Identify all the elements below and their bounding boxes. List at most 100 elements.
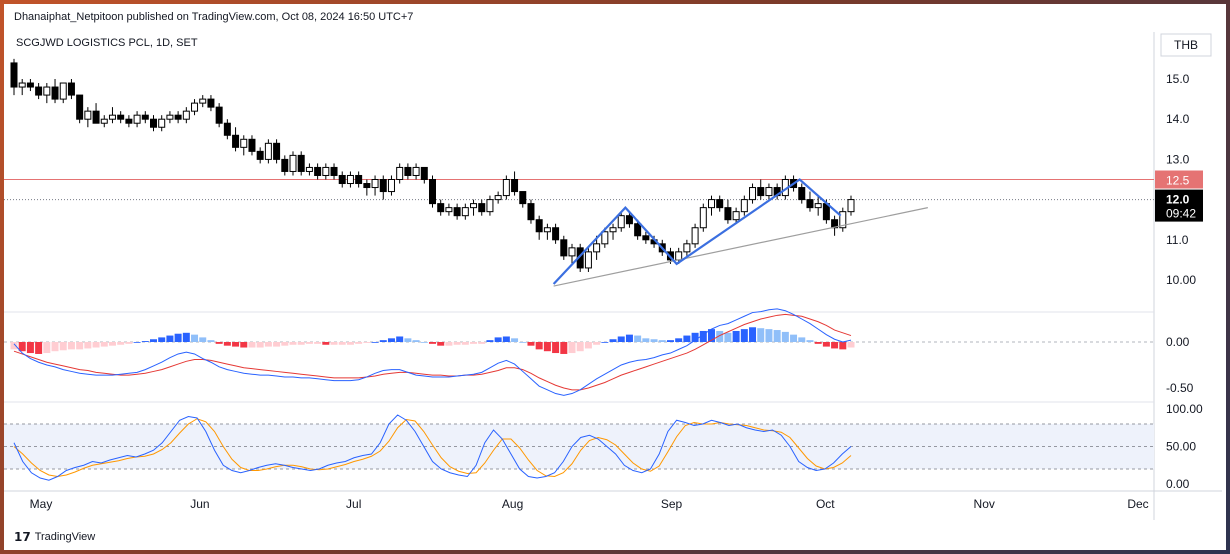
macd-histogram-bar [773, 330, 781, 342]
candle-body [133, 114, 141, 124]
macd-histogram-bar [740, 329, 748, 342]
candle-body [207, 98, 215, 108]
candle-body [125, 118, 133, 124]
macd-histogram-bar [67, 342, 75, 350]
macd-histogram-bar [839, 342, 847, 350]
macd-histogram-bar [223, 342, 231, 346]
macd-histogram-bar [363, 342, 371, 343]
macd-histogram-bar [35, 342, 43, 354]
macd-histogram-bar [634, 335, 642, 342]
time-tick-label: Sep [661, 497, 683, 511]
macd-histogram-bar [108, 342, 116, 346]
macd-histogram-bar [708, 329, 715, 342]
candle-body [527, 203, 535, 221]
macd-histogram-bar [43, 342, 51, 354]
candle-body [67, 82, 75, 96]
chart-canvas[interactable]: THB 15.0 14.0 13.0 11.0 10.00 12.5 12.009:42 0.0… [4, 4, 1226, 550]
macd-histogram-bar [387, 338, 395, 342]
candle-body [404, 166, 412, 176]
time-tick-label: May [30, 497, 53, 511]
pattern-zigzag [552, 178, 842, 285]
macd-histogram-bar [76, 342, 84, 350]
price-tick-label: 11.0 [1166, 233, 1189, 247]
macd-histogram-bar [593, 342, 601, 345]
macd-histogram-bar [100, 342, 108, 347]
macd-histogram-bar [461, 342, 469, 345]
candle-body [158, 118, 166, 128]
candle-body [346, 174, 354, 185]
macd-histogram-bar [814, 342, 822, 344]
macd-histogram-bar [724, 332, 732, 342]
candle-body [765, 187, 773, 197]
candle-body [10, 62, 18, 88]
candle-body [445, 207, 453, 213]
macd-tick-label: 0.00 [1166, 335, 1190, 349]
stoch-band-fill [4, 424, 1154, 469]
candle-body [141, 114, 149, 120]
currency-box [1160, 33, 1212, 57]
candle-body [683, 243, 691, 253]
macd-histogram-bar [642, 338, 650, 342]
candle-body [806, 199, 814, 209]
candle-body [732, 211, 740, 221]
candle-body [330, 166, 338, 176]
macd-histogram-bar [502, 336, 510, 342]
macd-histogram-bar [141, 341, 149, 342]
candle-body [281, 158, 289, 172]
candle-body [84, 110, 92, 120]
macd-histogram-bar [18, 342, 26, 352]
macd-histogram-bar [568, 342, 576, 354]
candle-body [453, 207, 461, 217]
macd-histogram-bar [84, 342, 92, 349]
macd-histogram-bar [798, 337, 806, 342]
macd-histogram-bar [117, 342, 125, 345]
candle-body [379, 179, 387, 193]
candle-body [371, 179, 379, 189]
candle-body [240, 138, 248, 148]
macd-histogram-bar [757, 328, 765, 342]
candle-body [420, 166, 428, 181]
macd-histogram-bar [281, 342, 289, 346]
candle-body [322, 166, 330, 176]
candle-body [191, 102, 199, 112]
macd-histogram-bar [346, 342, 354, 345]
candle-body [568, 247, 576, 257]
price-tick-label: 13.0 [1166, 152, 1190, 166]
macd-histogram-bar [831, 342, 839, 349]
macd-histogram-bar [92, 342, 100, 348]
candle-body [543, 227, 551, 233]
candle-body [51, 86, 59, 100]
macd-histogram-bar [535, 342, 543, 350]
candle-body [387, 179, 395, 193]
macd-histogram-bar [527, 342, 535, 346]
candle-body [43, 86, 51, 96]
macd-histogram-bar [666, 340, 674, 342]
macd-histogram-bar [158, 337, 166, 342]
candle-body [625, 215, 633, 225]
candle-body [232, 134, 240, 148]
macd-histogram-bar [699, 330, 707, 342]
candle-body [839, 211, 847, 229]
macd-histogram-bar [215, 342, 223, 344]
symbol-label: SCGJWD LOGISTICS PCL, 1D, SET [16, 37, 198, 49]
candle-body [609, 227, 617, 233]
macd-histogram-bar [806, 340, 814, 342]
candle-body [437, 203, 445, 213]
stoch-k-line [13, 414, 852, 481]
macd-histogram-bar [322, 342, 330, 345]
candle-body [847, 199, 855, 213]
macd-histogram-bar [232, 342, 240, 347]
macd-histogram-bar [437, 342, 445, 346]
macd-histogram-bar [264, 342, 272, 347]
time-tick-label: Jul [346, 497, 361, 511]
time-tick-label: Jun [190, 497, 209, 511]
resistance-price-label: 12.5 [1166, 174, 1190, 188]
candle-body [494, 195, 502, 201]
candle-body [691, 227, 699, 245]
candle-body [76, 94, 84, 120]
macd-histogram-bar [470, 342, 478, 344]
macd-histogram-bar [749, 327, 757, 342]
macd-histogram-bar [379, 340, 387, 342]
macd-histogram-bar [429, 342, 436, 344]
candle-body [314, 166, 322, 176]
